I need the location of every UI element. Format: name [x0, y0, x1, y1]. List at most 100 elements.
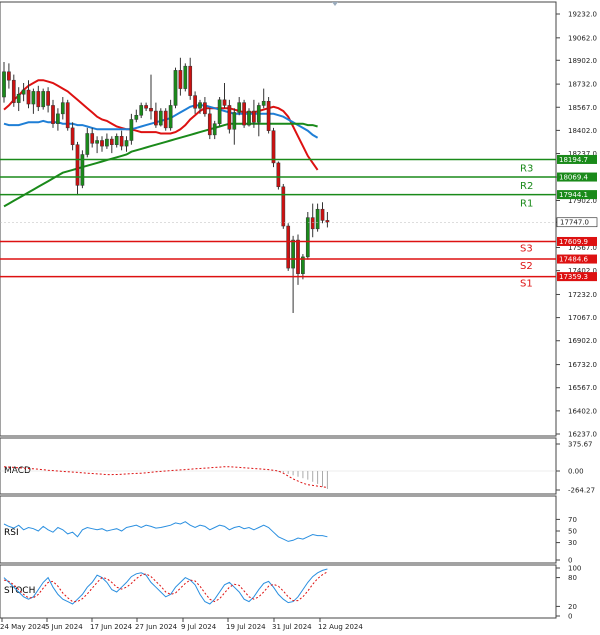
- candle-down: [144, 105, 148, 109]
- pivot-label-s1: S1: [520, 279, 533, 290]
- candle-down: [242, 102, 246, 126]
- candle-down: [75, 144, 80, 186]
- stoch-d-line: [3, 571, 328, 603]
- candle-down: [325, 220, 330, 223]
- candle-up: [134, 114, 139, 120]
- candle-down: [26, 89, 31, 105]
- candle-up: [60, 102, 65, 115]
- rsi-pane-frame: [0, 495, 557, 564]
- pivot-label-r1: R1: [520, 199, 533, 210]
- price-tick-label: 17567.0: [568, 244, 597, 252]
- candle-down: [276, 162, 281, 188]
- rsi-tick-label: 30: [568, 539, 577, 547]
- rsi-pane: RSI 70 50 30 0: [3, 516, 577, 565]
- pivot-tag-r1: [557, 190, 597, 200]
- price-tick-label: 16732.0: [568, 361, 597, 369]
- rsi-label: RSI: [4, 528, 19, 538]
- candle-up: [168, 105, 173, 129]
- price-tick-label: 18567.0: [568, 104, 597, 112]
- candle-down: [178, 70, 183, 89]
- moving-average-red: [3, 79, 319, 171]
- price-tick-label: 19232.0: [568, 11, 597, 19]
- stoch-tick-label: 0: [568, 613, 572, 621]
- rsi-tick-label: 70: [568, 516, 577, 524]
- pivot-label-r2: R2: [520, 181, 533, 192]
- candle-down: [266, 100, 271, 131]
- candle-up: [212, 123, 217, 136]
- time-tick-label: 12 Aug 2024: [318, 623, 363, 631]
- candle-down: [36, 91, 41, 108]
- price-tick-label: 18902.0: [568, 57, 597, 65]
- candle-up: [31, 91, 36, 105]
- price-tick-label: 17232.0: [568, 291, 597, 299]
- candle-up: [80, 154, 85, 186]
- last-price-tag: [556, 217, 598, 228]
- candle-down: [310, 217, 315, 230]
- pivot-label-r3: R3: [520, 163, 533, 174]
- price-tick-label: 16567.0: [568, 384, 597, 392]
- candle-down: [203, 102, 207, 115]
- candle-up: [305, 217, 310, 258]
- candle-up: [237, 102, 242, 113]
- pivot-label-s3: S3: [520, 243, 533, 254]
- candle-up: [114, 136, 119, 145]
- pivot-tag-value: 18194.7: [559, 156, 588, 164]
- candle-up: [21, 89, 26, 95]
- pivot-tag-s2: [557, 254, 597, 264]
- time-tick-label: 31 Jul 2024: [272, 623, 312, 631]
- pivot-label-s2: S2: [520, 261, 533, 272]
- candle-up: [261, 100, 266, 106]
- pivot-tag-value: 17609.9: [559, 238, 588, 246]
- candle-down: [7, 71, 11, 81]
- candle-up: [173, 70, 178, 106]
- pivot-tag-value: 17359.3: [559, 273, 588, 281]
- price-tick-label: 17067.0: [568, 314, 597, 322]
- candle-up: [139, 105, 144, 116]
- candle-down: [296, 239, 300, 274]
- candle-up: [95, 140, 99, 144]
- candle-up: [56, 113, 60, 124]
- price-tick-label: 18732.0: [568, 81, 597, 89]
- stoch-pane-frame: [0, 564, 557, 619]
- price-tick-label: 17902.0: [568, 197, 597, 205]
- rsi-line: [3, 521, 328, 542]
- candle-down: [149, 107, 153, 112]
- candle-down: [271, 130, 276, 164]
- macd-pane-frame: [0, 437, 557, 495]
- stoch-tick-label: 20: [568, 603, 577, 611]
- time-axis: 24 May 2024 5 Jun 2024 17 Jun 2024 27 Jun 2…: [0, 618, 363, 631]
- candle-down: [163, 110, 168, 129]
- stoch-tick-label: 100: [568, 565, 581, 573]
- candle-down: [207, 113, 212, 136]
- candle-down: [227, 105, 232, 130]
- time-tick-label: 24 May 2024: [0, 623, 46, 631]
- price-tick-label: 18237.0: [568, 150, 597, 158]
- pivot-tag-s3: [557, 236, 597, 246]
- candle-down: [109, 138, 114, 145]
- last-price-value: 17747.0: [560, 219, 589, 227]
- candle-up: [183, 65, 188, 89]
- time-tick-label: 19 Jul 2024: [226, 623, 266, 631]
- stoch-label: STOCH: [4, 586, 35, 596]
- time-tick-label: 9 Jul 2024: [181, 623, 217, 631]
- stoch-k-line: [3, 568, 328, 605]
- price-tick-label: 19062.0: [568, 34, 597, 42]
- pivot-tag-r3: [557, 154, 597, 164]
- candle-down: [154, 110, 158, 126]
- candle-up: [232, 112, 237, 130]
- candle-up: [291, 239, 295, 269]
- price-tick-label: 16902.0: [568, 337, 597, 345]
- candle-up: [85, 133, 90, 155]
- macd-tick-label: 375.67: [568, 441, 593, 449]
- pivot-tag-s1: [557, 272, 597, 282]
- macd-tick-label: -264.27: [568, 487, 595, 495]
- time-tick-label: 5 Jun 2024: [45, 623, 83, 631]
- candle-down: [90, 133, 95, 144]
- candle-down: [70, 127, 75, 145]
- candle-up: [256, 105, 261, 123]
- stoch-tick-label: 80: [568, 574, 577, 582]
- candle-down: [51, 105, 55, 124]
- candle-down: [65, 102, 70, 129]
